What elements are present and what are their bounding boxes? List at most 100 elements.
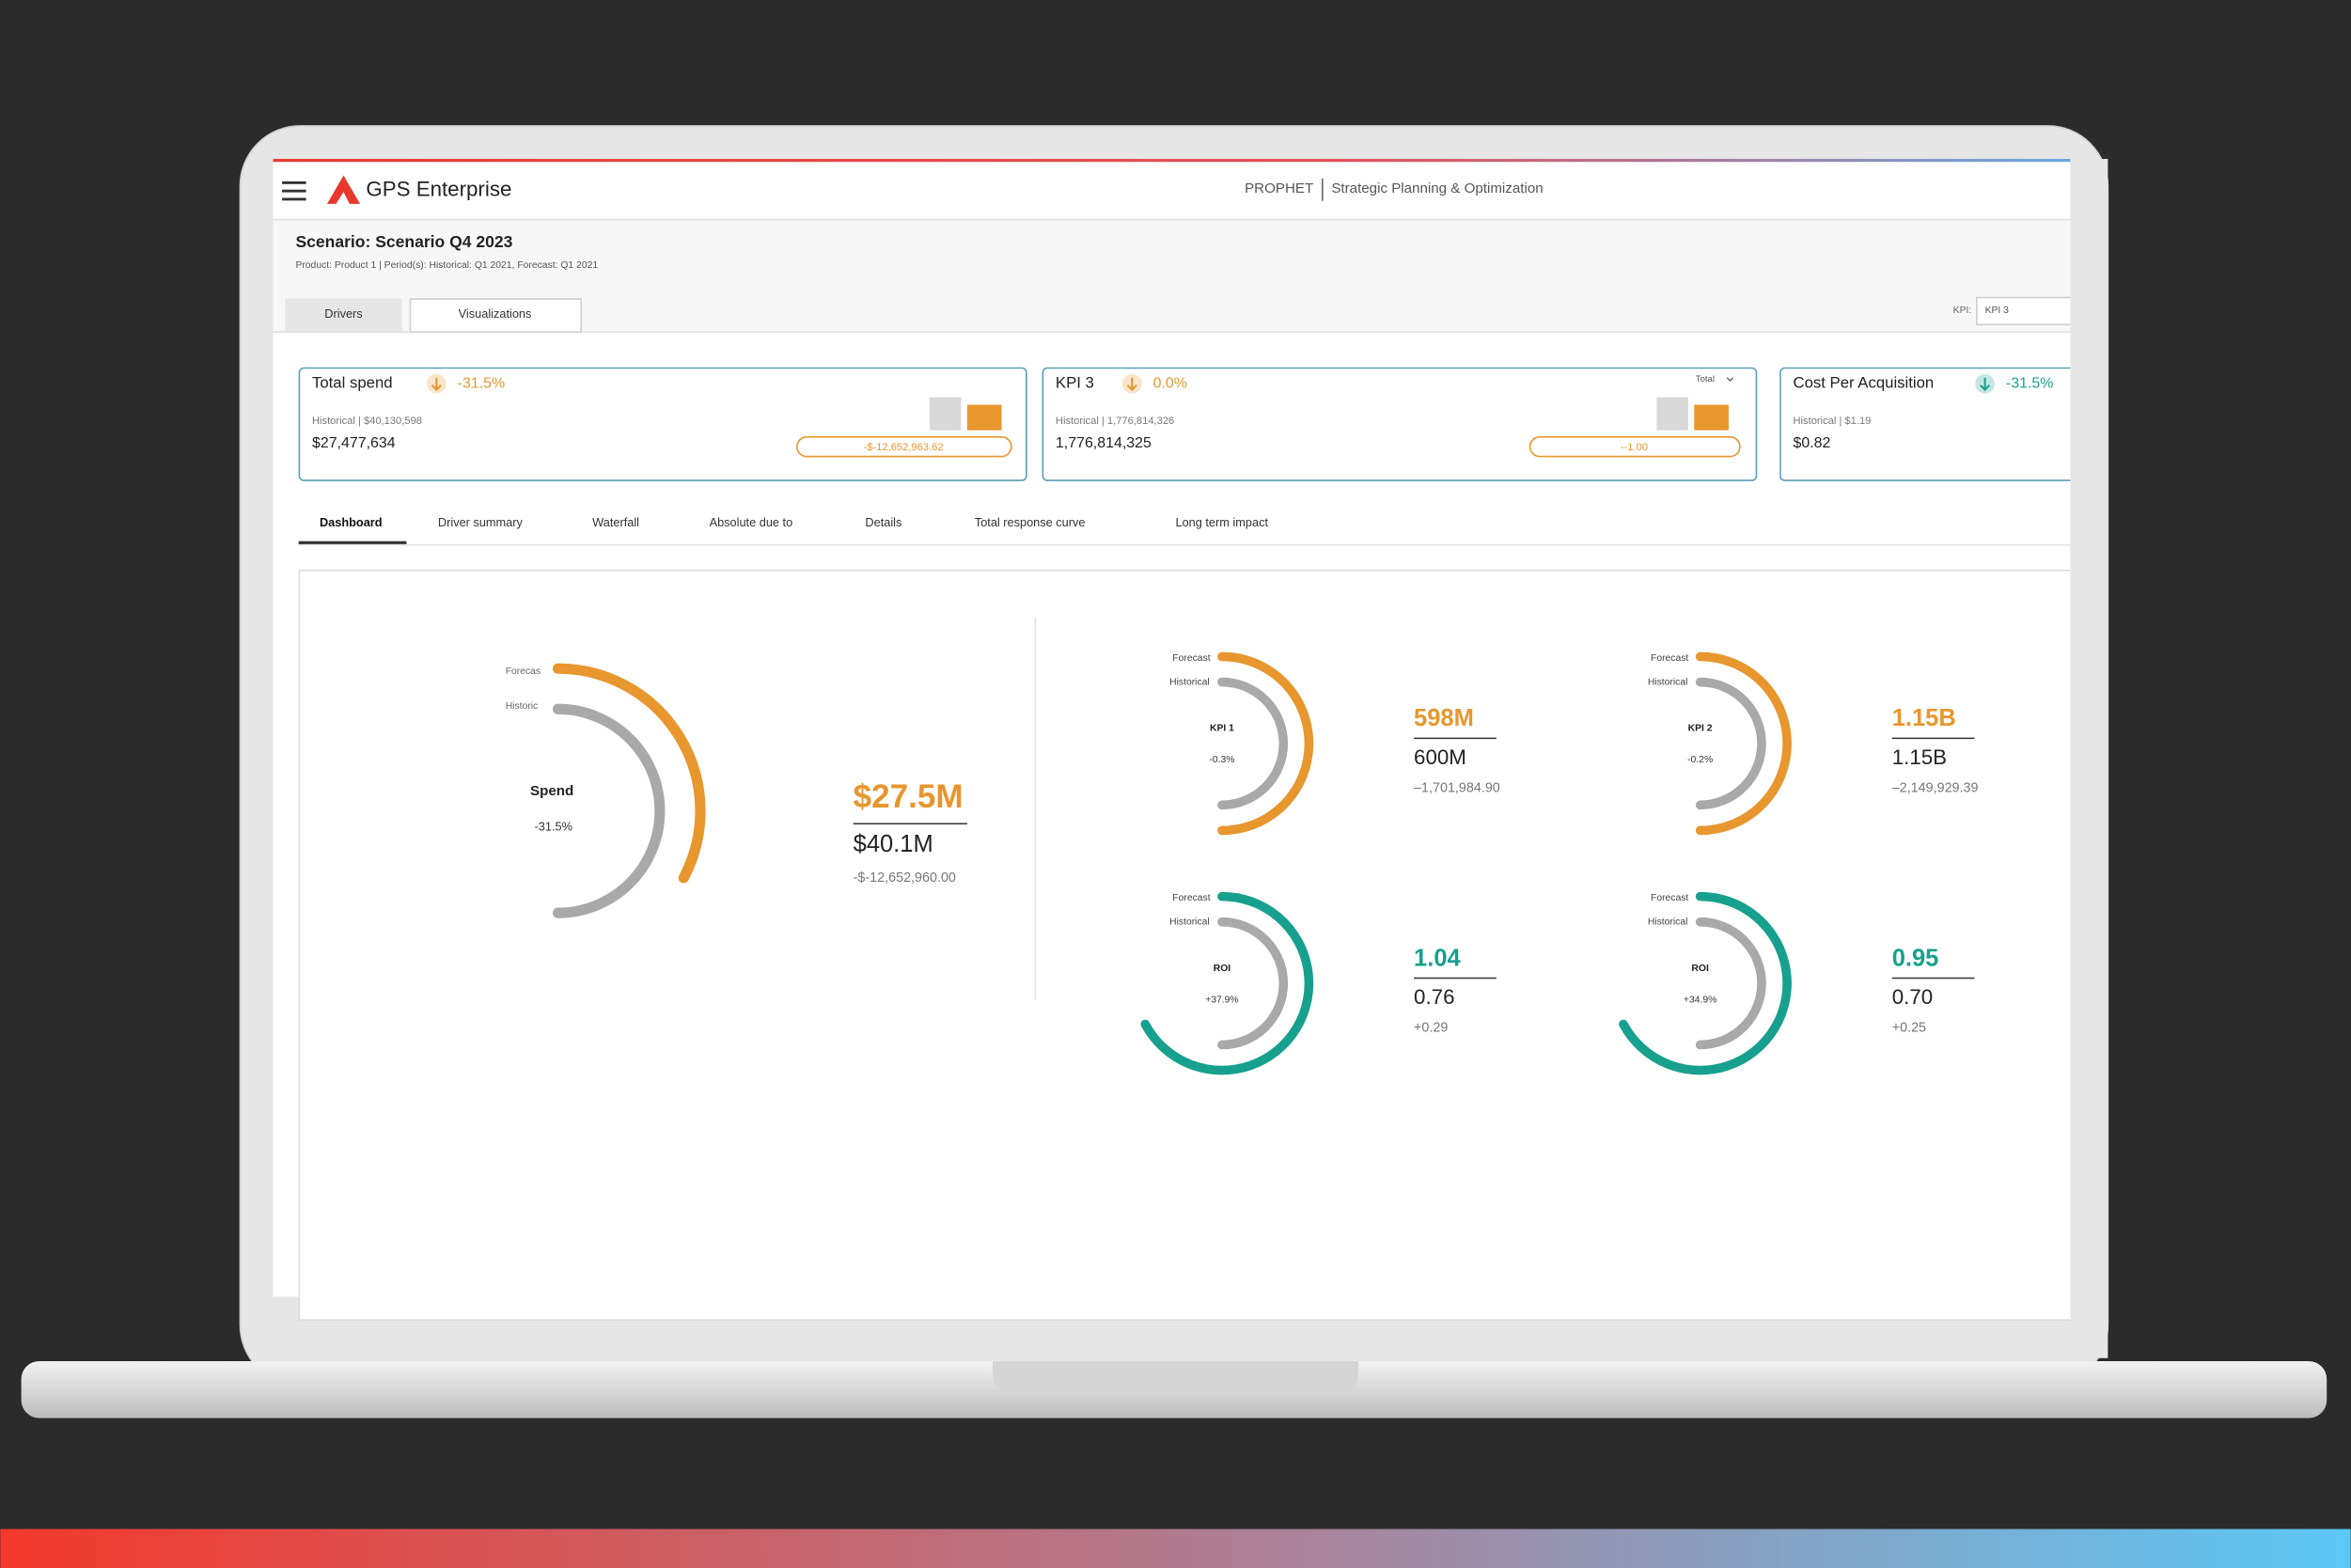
kpi-label: KPI: [1953, 306, 1972, 316]
gauge-historical: 0.70 [1892, 985, 1933, 1009]
nav-tab[interactable]: Total response curve [975, 515, 1086, 529]
nav-active-underline [298, 541, 407, 544]
nav-tab[interactable]: Waterfall [592, 515, 639, 529]
scenario-title: Scenario: Scenario Q4 2023 [295, 232, 512, 251]
gauge-change: -0.2% [1687, 755, 1713, 765]
nav-tab[interactable]: Absolute due to [710, 515, 793, 529]
tab[interactable]: Drivers [324, 306, 362, 321]
historical-bar [1656, 397, 1688, 431]
gauge-forecast: 598M [1414, 705, 1474, 731]
gauge-forecast: $27.5M [854, 778, 964, 815]
gauge-label: ROI [1691, 964, 1709, 974]
scenario-details: Product: Product 1 | Period(s): Historic… [295, 260, 598, 271]
gauge-delta: –1,701,984.90 [1414, 781, 1500, 796]
module: Strategic Planning & Optimization [1331, 180, 1543, 196]
change-arrow [1126, 377, 1137, 392]
gauge-arc [1217, 677, 1289, 810]
gauge-change: +34.9% [1684, 995, 1716, 1005]
gauge-arc [1140, 891, 1314, 1075]
gauge-historical-label: Historical [1648, 677, 1688, 687]
gauge-arc [1217, 917, 1289, 1050]
gauge-change: -31.5% [535, 820, 572, 834]
kpi-historical: Historical | $40,130,598 [312, 416, 422, 427]
kpi-select-value[interactable]: KPI 3 [1985, 306, 2010, 316]
gauge-arc [552, 663, 706, 884]
gauge-change: +37.9% [1205, 995, 1238, 1005]
tab-visualizations-bg[interactable] [409, 298, 583, 334]
gauge-label: ROI [1214, 964, 1231, 974]
laptop-notch [992, 1360, 1359, 1391]
gauge-arc [1619, 891, 1792, 1075]
gauge-historical-label: Historical [1169, 917, 1210, 927]
tab[interactable]: Visualizations [459, 306, 532, 321]
gauge-forecast-label: Forecast [1172, 653, 1210, 664]
tab-drivers-bg[interactable] [285, 298, 402, 332]
gauge-arc [552, 703, 666, 918]
kpi-delta: -$-12,652,963.62 [864, 442, 944, 453]
brand-strip [0, 1529, 2351, 1568]
kpi-value: $27,477,634 [312, 435, 396, 451]
delta-pill [1528, 436, 1741, 458]
gauge-delta: -$-12,652,960.00 [854, 870, 956, 886]
brand: GPS Enterprise [366, 177, 511, 200]
change-arrow [1980, 377, 1991, 392]
lid-right-bezel [2070, 159, 2108, 1358]
gauge-arc [1695, 651, 1792, 836]
gauge-historical-label: Historical [1169, 677, 1210, 687]
kpi-historical: Historical | 1,776,814,326 [1056, 416, 1174, 427]
nav-tab[interactable]: Dashboard [320, 515, 383, 529]
gauge-label: KPI 1 [1210, 724, 1234, 734]
gauge-historical-label: Historic [506, 701, 539, 712]
menu-bar [282, 197, 306, 201]
hamburger-menu[interactable] [282, 180, 306, 201]
gauge-historical-label: Historical [1648, 917, 1688, 927]
gauge-label: Spend [530, 783, 573, 799]
menu-bar [282, 189, 306, 193]
gauge-label: KPI 2 [1688, 724, 1713, 734]
kpi-value: $0.82 [1793, 435, 1830, 451]
nav-tab[interactable]: Driver summary [438, 515, 524, 529]
dashboard-panel [298, 569, 2084, 1321]
kpi-title: Total spend [312, 374, 393, 392]
historical-bar [929, 397, 962, 431]
gauge-historical: 600M [1414, 745, 1466, 769]
kpi-change: 0.0% [1153, 375, 1187, 391]
gauge-forecast-label: Forecast [1651, 893, 1688, 903]
screen-top-line [273, 159, 2071, 163]
kpi-menu[interactable]: Total [1696, 374, 1715, 384]
gauge-forecast-label: Forecas [506, 666, 541, 677]
kpi-delta: --1.00 [1621, 442, 1648, 453]
gauge-historical: 0.76 [1414, 985, 1454, 1009]
gauge-forecast: 1.04 [1414, 945, 1461, 971]
gauge-delta: +0.25 [1892, 1021, 1926, 1036]
change-arrow [431, 377, 442, 392]
kpi-change: -31.5% [458, 375, 506, 391]
gauge-delta: –2,149,929.39 [1892, 781, 1979, 796]
content: GPS Enterprise PROPHET Strategic Planning … [295, 177, 2096, 1075]
kpi-change: -31.5% [2006, 375, 2054, 391]
kpi-select-box[interactable] [1976, 296, 2083, 326]
forecast-bar [1694, 404, 1729, 431]
gauge-forecast: 0.95 [1892, 945, 1939, 971]
delta-pill [796, 436, 1012, 458]
kpi-historical: Historical | $1.19 [1793, 416, 1871, 427]
menu-caret [1726, 377, 1734, 382]
kpi-title: KPI 3 [1056, 374, 1094, 392]
logo [326, 175, 361, 204]
gauge-delta: +0.29 [1414, 1021, 1448, 1036]
gauge-historical: $40.1M [854, 831, 933, 857]
kpi-value: 1,776,814,325 [1056, 435, 1152, 451]
product: PROPHET [1245, 180, 1313, 196]
forecast-bar [966, 404, 1002, 431]
gauge-arc [1695, 917, 1766, 1050]
nav-tab[interactable]: Details [865, 515, 901, 529]
gauge-forecast-label: Forecast [1651, 653, 1688, 664]
gauge-forecast-label: Forecast [1172, 893, 1210, 903]
gauge-arc [1217, 651, 1314, 836]
gauge-arc [1695, 677, 1766, 810]
nav-tab[interactable]: Long term impact [1176, 515, 1269, 529]
gauge-historical: 1.15B [1892, 745, 1947, 769]
